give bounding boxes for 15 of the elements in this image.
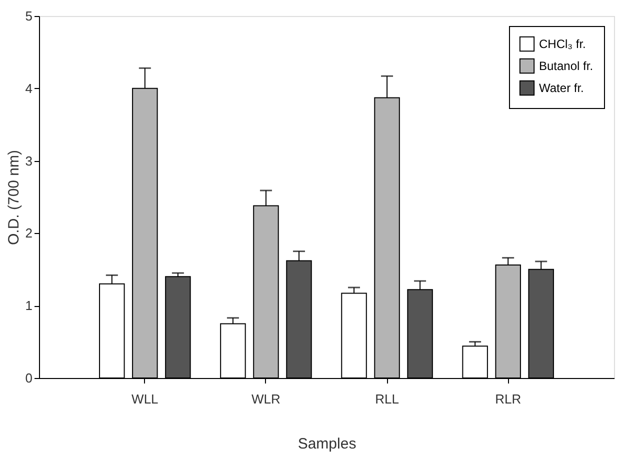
x-tick-label: WLR — [252, 392, 280, 406]
y-tick-label: 1 — [25, 298, 32, 314]
x-tick-label: RLL — [375, 392, 399, 406]
x-tick-label: RLR — [495, 392, 522, 406]
y-tick-label: 5 — [25, 8, 32, 24]
y-tick-label: 4 — [25, 80, 32, 96]
legend-label: CHCl₃ fr. — [539, 37, 586, 51]
y-axis-title: O.D. (700 nm) — [5, 150, 22, 246]
y-tick-label: 0 — [25, 370, 32, 386]
y-tick-label: 3 — [25, 153, 32, 168]
x-axis-title: Samples — [298, 436, 356, 452]
legend-label: Butanol fr. — [539, 59, 594, 73]
x-tick-label: WLL — [132, 392, 158, 406]
y-tick-label: 2 — [25, 226, 32, 241]
legend-label: Water fr. — [539, 81, 584, 95]
